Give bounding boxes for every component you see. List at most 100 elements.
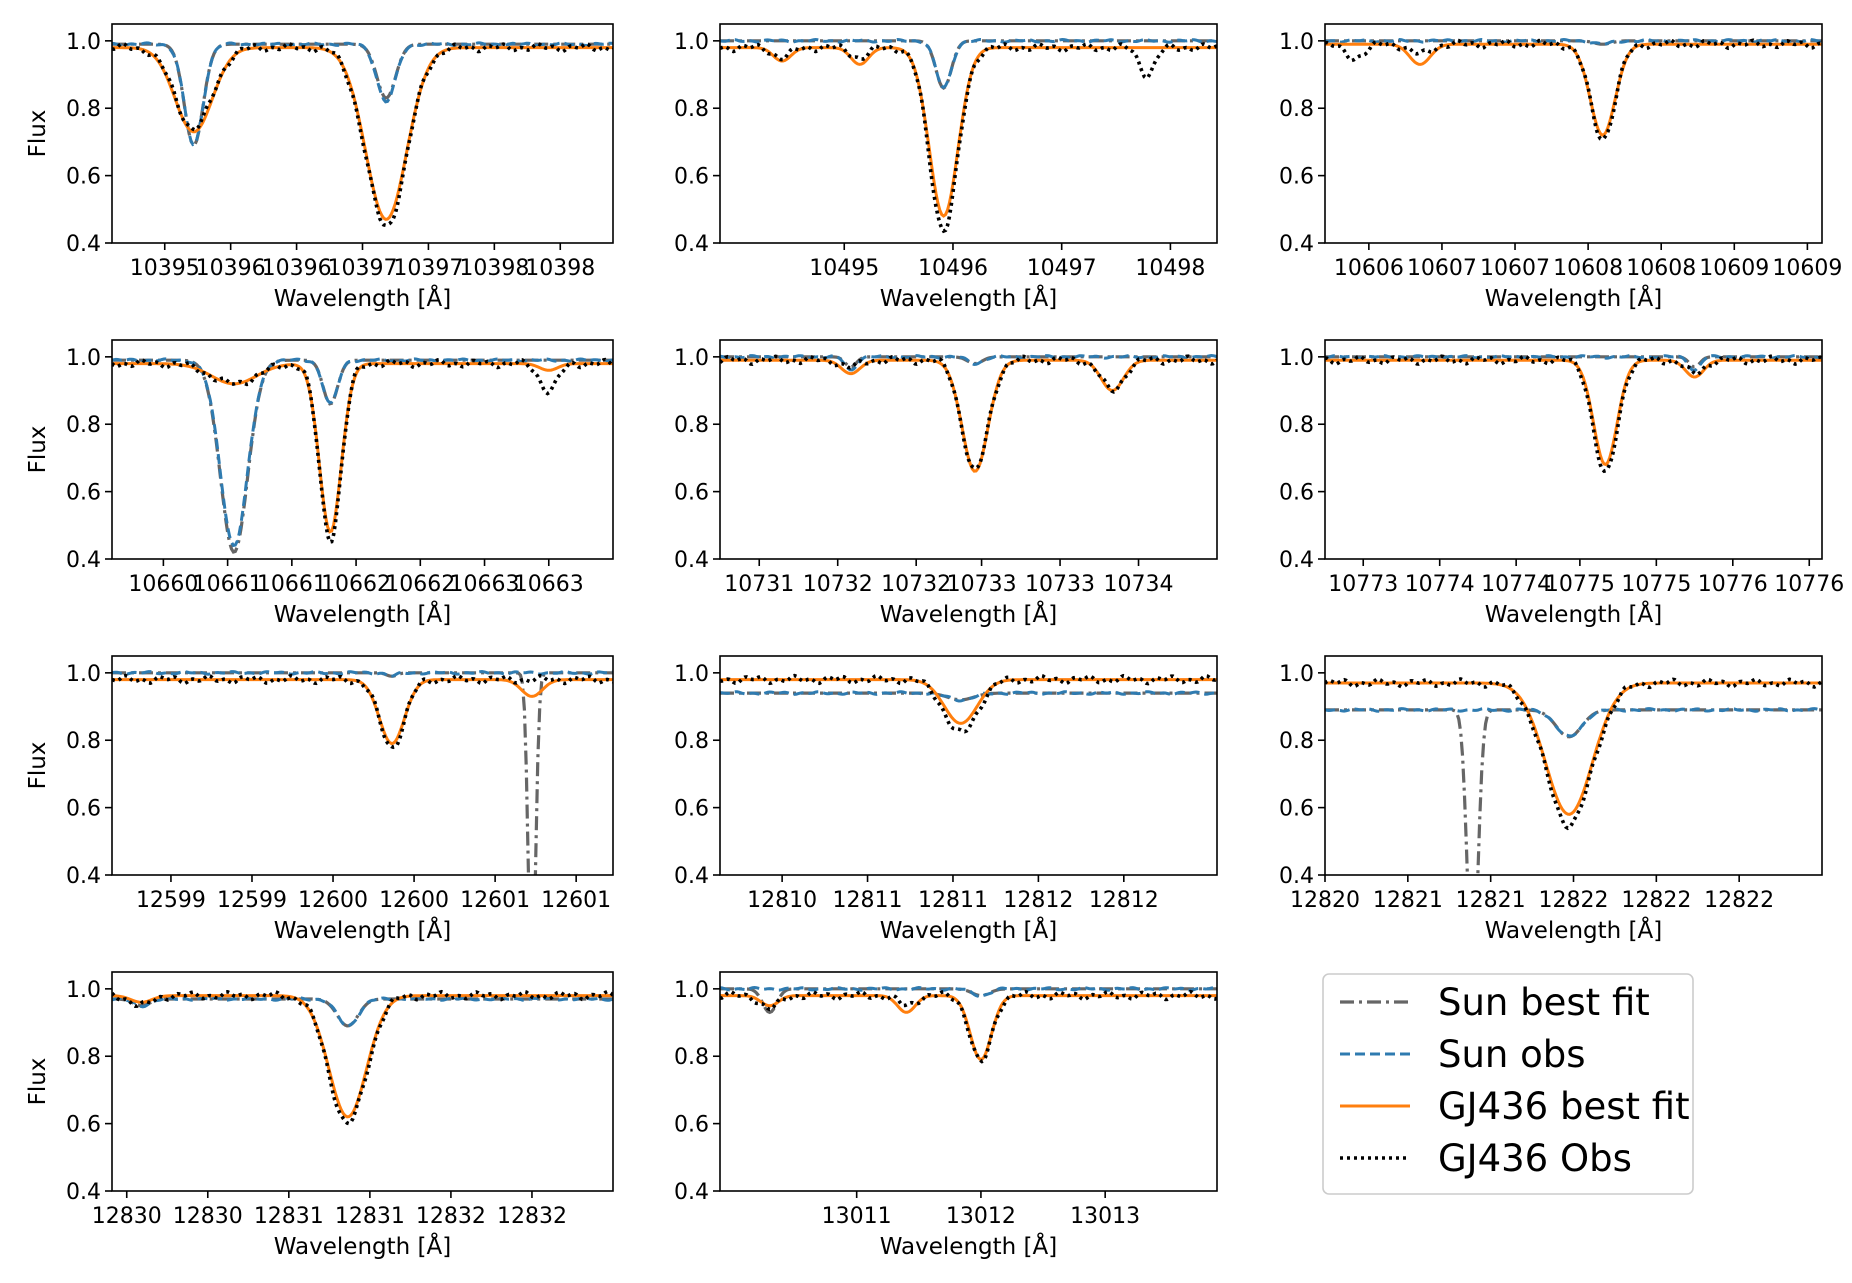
y-tick-label: 0.8 <box>674 1045 709 1070</box>
legend-label: GJ436 best fit <box>1438 1085 1690 1128</box>
x-tick-label: 12812 <box>1003 888 1073 913</box>
series-sun-obs-panel-8 <box>720 690 1217 703</box>
y-tick-label: 0.8 <box>66 97 101 122</box>
x-tick-label: 10660 <box>128 572 198 597</box>
x-tick-label: 10774 <box>1481 572 1551 597</box>
y-tick-label: 0.6 <box>1279 797 1314 822</box>
series-sun-obs-panel-7 <box>112 669 613 678</box>
y-tick-label: 0.4 <box>66 548 101 573</box>
y-tick-label: 1.0 <box>1279 662 1314 687</box>
series-gj-obs-panel-7 <box>112 673 613 750</box>
series-gj-fit-panel-1 <box>112 46 613 221</box>
y-tick-label: 1.0 <box>66 978 101 1003</box>
series-sun-obs-panel-10 <box>112 996 613 1028</box>
x-tick-label: 12811 <box>833 888 903 913</box>
y-tick-label: 0.6 <box>66 165 101 190</box>
y-tick-label: 0.8 <box>1279 729 1314 754</box>
axes-frame <box>719 971 1218 1192</box>
series-sun-fit-panel-10 <box>112 997 613 1028</box>
x-tick-label: 13013 <box>1070 1204 1140 1229</box>
y-tick-label: 1.0 <box>66 30 101 55</box>
x-tick-label: 12831 <box>254 1204 324 1229</box>
y-tick-label: 0.6 <box>674 481 709 506</box>
y-tick-label: 0.4 <box>66 1180 101 1205</box>
x-tick-label: 10732 <box>803 572 873 597</box>
series-sun-obs-panel-4 <box>112 357 613 548</box>
panel-10: 0.4 0.6 0.8 1.0 12830 12830 12831 12831 12832 128… <box>25 971 614 1260</box>
x-tick-label: 10397 <box>393 256 463 281</box>
series-sun-fit-panel-4 <box>112 358 613 554</box>
x-tick-label: 10498 <box>1135 256 1205 281</box>
y-axis-label: Flux <box>25 742 51 790</box>
x-tick-label: 10731 <box>724 572 794 597</box>
x-tick-label: 13011 <box>822 1204 892 1229</box>
y-tick-label: 0.6 <box>1279 165 1314 190</box>
x-tick-label: 10774 <box>1405 572 1475 597</box>
axes-frame <box>1324 655 1823 876</box>
x-tick-label: 10608 <box>1553 256 1623 281</box>
y-tick-label: 0.6 <box>66 1113 101 1138</box>
y-tick-label: 1.0 <box>674 346 709 371</box>
series-gj-obs-panel-3 <box>1325 38 1822 142</box>
x-tick-label: 12821 <box>1373 888 1443 913</box>
x-axis-label: Wavelength [Å] <box>1485 916 1662 944</box>
x-tick-label: 10606 <box>1334 256 1404 281</box>
panel-11: 0.4 0.6 0.8 1.0 13011 13012 13013 Wavelength [Å… <box>674 971 1218 1260</box>
y-tick-label: 0.6 <box>674 797 709 822</box>
x-tick-label: 12832 <box>416 1204 486 1229</box>
legend-box <box>1322 973 1694 1195</box>
x-tick-label: 12822 <box>1704 888 1774 913</box>
y-tick-label: 0.8 <box>66 413 101 438</box>
x-axis-label: Wavelength [Å] <box>1485 284 1662 312</box>
series-sun-obs-panel-5 <box>720 353 1217 372</box>
series-gj-obs-panel-8 <box>720 673 1217 734</box>
legend: Sun best fit Sun obs GJ436 best fit GJ436 O… <box>1322 973 1694 1195</box>
y-tick-label: 1.0 <box>1279 30 1314 55</box>
y-tick-label: 0.6 <box>1279 481 1314 506</box>
x-tick-label: 12599 <box>136 888 206 913</box>
x-tick-label: 12601 <box>460 888 530 913</box>
y-axis-label: Flux <box>25 426 51 474</box>
x-axis-label: Wavelength [Å] <box>274 284 451 312</box>
x-axis-label: Wavelength [Å] <box>880 284 1057 312</box>
axes-frame <box>719 655 1218 876</box>
y-tick-label: 0.4 <box>66 864 101 889</box>
axes-frame <box>111 339 614 560</box>
panel-1: 0.40.60.81.01039510396103961039710397103… <box>25 23 614 312</box>
series-gj-fit-panel-4 <box>112 362 613 534</box>
series-gj-obs-panel-5 <box>720 354 1217 470</box>
series-sun-obs-panel-11 <box>720 985 1217 998</box>
axes-frame <box>1324 339 1823 560</box>
y-tick-label: 0.8 <box>674 413 709 438</box>
x-tick-label: 10608 <box>1626 256 1696 281</box>
y-tick-label: 0.4 <box>674 1180 709 1205</box>
series-sun-obs-panel-1 <box>112 41 613 147</box>
x-axis-label: Wavelength [Å] <box>274 1232 451 1260</box>
series-sun-obs-panel-9 <box>1325 707 1822 738</box>
series-gj-obs-panel-4 <box>112 357 613 545</box>
panel-2: 0.4 0.6 0.8 1.0 10495 10496 10497 10498 Waveleng… <box>674 23 1218 312</box>
x-axis-label: Wavelength [Å] <box>880 1232 1057 1260</box>
y-tick-label: 1.0 <box>674 30 709 55</box>
x-tick-label: 10396 <box>196 256 266 281</box>
axes-frame <box>719 339 1218 560</box>
y-tick-label: 1.0 <box>1279 346 1314 371</box>
x-tick-label: 10397 <box>328 256 398 281</box>
x-tick-label: 10661 <box>257 572 327 597</box>
series-gj-obs-panel-6 <box>1325 354 1822 474</box>
x-axis-label: Wavelength [Å] <box>274 916 451 944</box>
x-tick-label: 10775 <box>1621 572 1691 597</box>
y-tick-label: 0.4 <box>1279 232 1314 257</box>
x-axis-label: Wavelength [Å] <box>880 600 1057 628</box>
series-sun-obs-panel-2 <box>720 37 1217 90</box>
panel-8: 0.4 0.6 0.8 1.0 12810 12811 12811 12812 12812 Wav… <box>674 655 1218 944</box>
x-tick-label: 10398 <box>459 256 529 281</box>
x-tick-label: 10497 <box>1027 256 1097 281</box>
x-tick-label: 10395 <box>130 256 200 281</box>
y-tick-label: 0.4 <box>1279 548 1314 573</box>
x-tick-label: 12822 <box>1621 888 1691 913</box>
x-tick-label: 12832 <box>497 1204 567 1229</box>
